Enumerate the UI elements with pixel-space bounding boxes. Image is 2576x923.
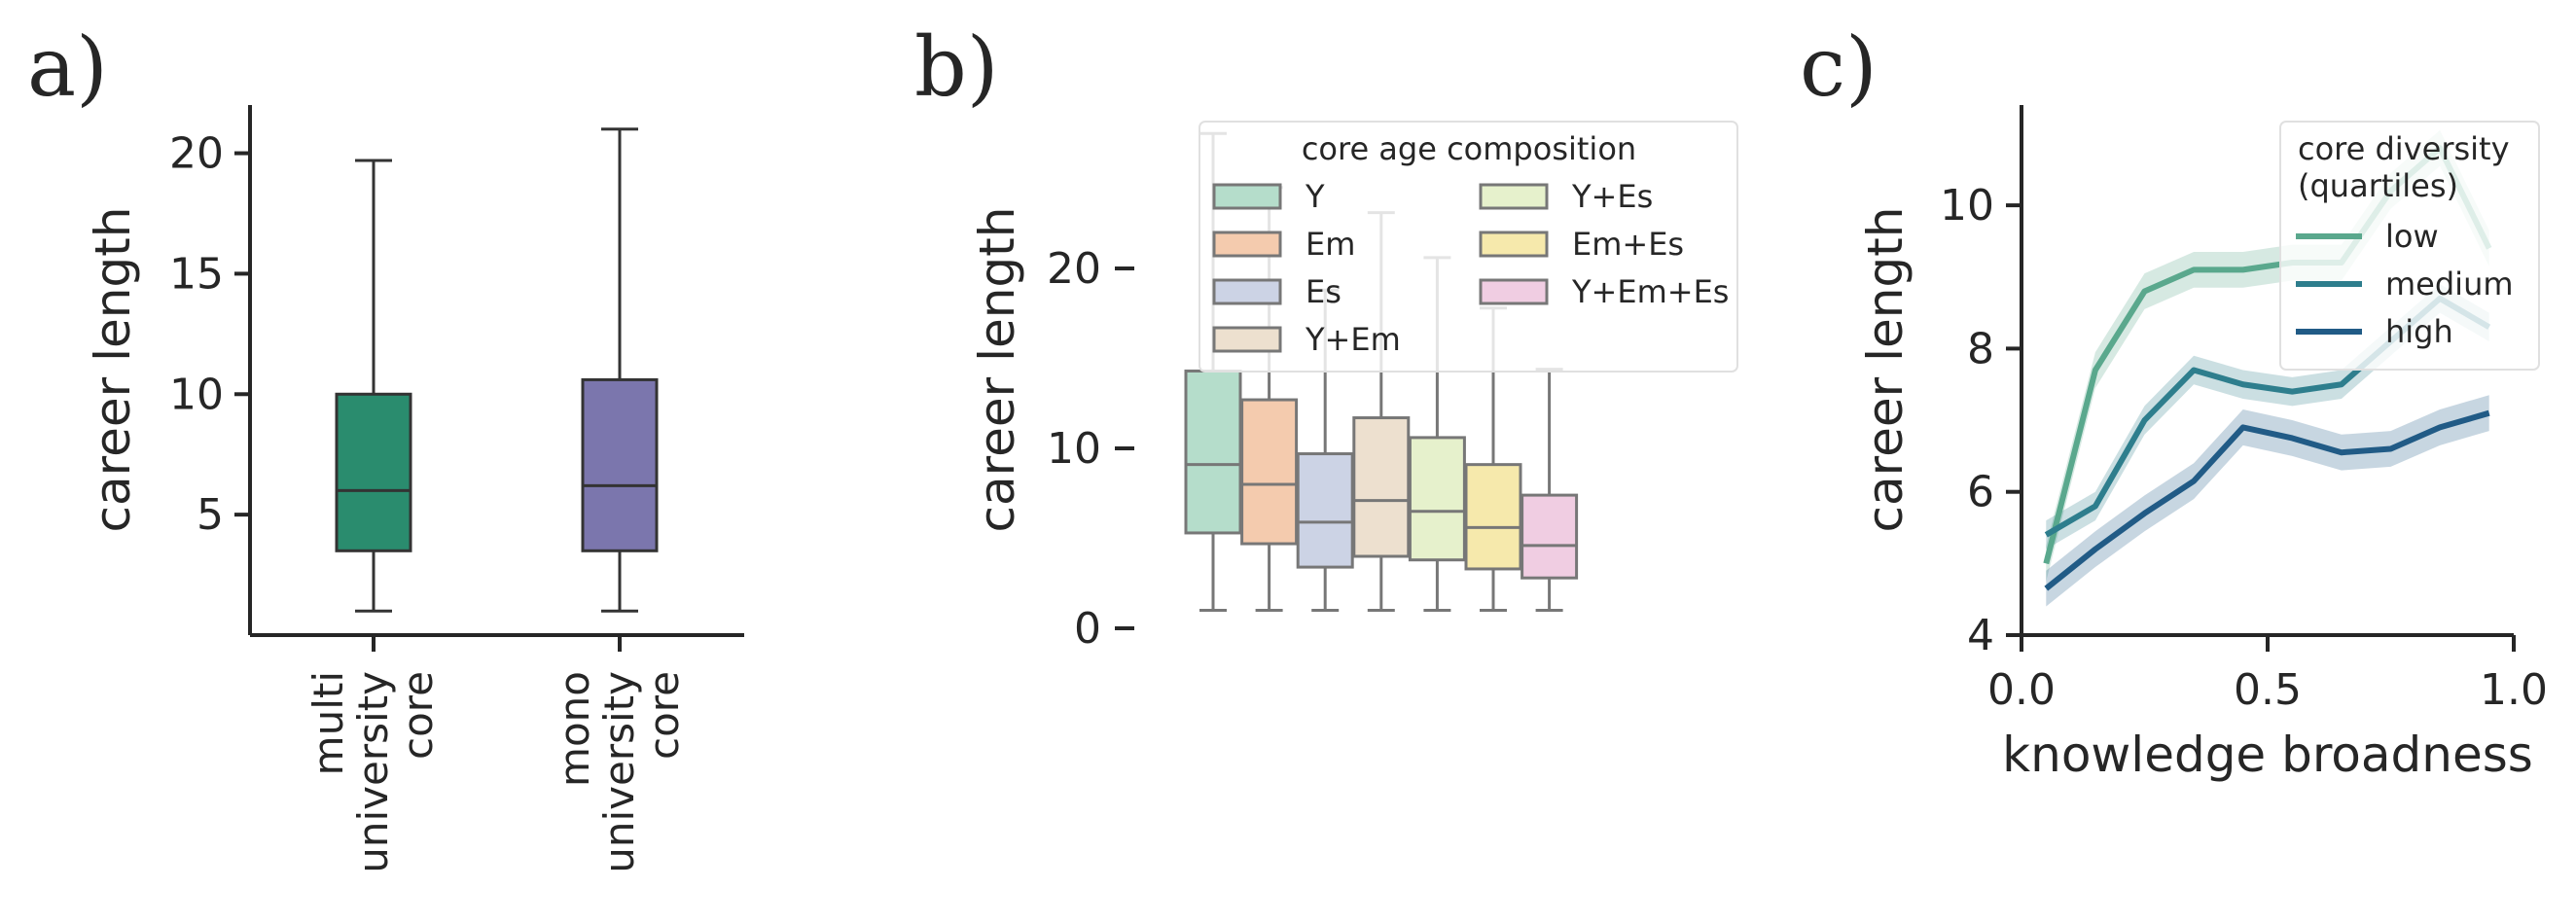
box-y-em	[1352, 416, 1411, 558]
x-tick-label-line: multi	[304, 671, 352, 775]
y-tick-label: 6	[1967, 468, 1994, 517]
legend-entry-label: Y	[1305, 178, 1325, 215]
panel-b: b) 0 10 20 career length core age composit…	[914, 19, 1738, 654]
box-y	[1184, 369, 1242, 535]
panel-c-legend-title: core diversity (quartiles)	[2298, 130, 2510, 204]
x-tick-label: 0.5	[2234, 665, 2302, 715]
panel-a-boxes	[335, 127, 659, 613]
panel-b-legend-title: core age composition	[1302, 130, 1636, 167]
x-tick-label: 0.0	[1987, 665, 2056, 715]
legend-entry-label: Es	[1306, 273, 1342, 310]
x-tick-label-line: university	[349, 671, 397, 873]
line-high	[2044, 409, 2490, 591]
panel-a-y-label: career length	[85, 207, 141, 533]
panel-c-y-label: career length	[1857, 207, 1914, 533]
box-em-es	[1464, 463, 1522, 571]
x-tick-label-line: university	[595, 671, 643, 873]
panel-b-boxes	[1184, 131, 1579, 612]
legend-title-line: core diversity	[2298, 130, 2510, 167]
y-tick-label: 8	[1967, 324, 1994, 373]
legend-entry-label: medium	[2385, 266, 2514, 302]
x-tick-label-line: mono	[551, 671, 598, 787]
band-high	[2046, 395, 2489, 607]
panel-c-label: c)	[1800, 19, 1878, 115]
panel-c-legend-items: low medium high	[2296, 218, 2514, 350]
box-y-es	[1408, 436, 1466, 562]
y-tick-label: 5	[197, 490, 224, 540]
panel-c-y-ticks: 4 6 8 10	[1940, 181, 2021, 660]
panel-c-x-ticks: 0.0 0.5 1.0	[1987, 635, 2548, 715]
panel-c-legend: core diversity (quartiles) low medium high	[2279, 121, 2540, 371]
panel-b-legend: core age composition YEmEsY+EmY+EsEm+EsY…	[1199, 121, 1738, 373]
panel-a-y-ticks: 5 10 15 20	[169, 129, 250, 540]
panel-b-y-ticks: 0 10 20	[1047, 244, 1134, 654]
legend-title-line: (quartiles)	[2298, 167, 2458, 204]
legend-swatch	[1479, 278, 1549, 305]
panel-b-label: b)	[914, 19, 999, 115]
panel-c: c) 4 6 8 10 0.0 0.5 1.0 career length knowled…	[1800, 19, 2548, 783]
box	[335, 392, 412, 552]
y-tick-label: 15	[169, 249, 224, 299]
legend-entry-label: low	[2385, 218, 2439, 255]
box	[581, 377, 659, 552]
box-em	[1240, 398, 1299, 546]
legend-entry-label: Em	[1306, 226, 1355, 263]
y-tick-label: 20	[1047, 244, 1101, 294]
y-tick-label: 4	[1967, 611, 1994, 660]
y-tick-label: 10	[1940, 181, 1994, 231]
x-tick-label-line: core	[394, 671, 442, 760]
panel-b-y-label: career length	[969, 207, 1025, 533]
legend-entry-label: high	[2385, 313, 2453, 350]
x-tick-label-line: core	[640, 671, 688, 760]
x-tick-label: 1.0	[2480, 665, 2548, 715]
panel-c-x-label: knowledge broadness	[2002, 727, 2533, 783]
legend-swatch	[1479, 231, 1549, 258]
panel-b-legend-frame	[1199, 121, 1738, 373]
legend-swatch	[1212, 231, 1282, 258]
y-tick-label: 0	[1074, 604, 1101, 654]
y-tick-label: 20	[169, 129, 224, 179]
legend-swatch	[1212, 278, 1282, 305]
panel-b-legend-items: Y Em Es Y+Em Y+Es Em+Es Y+Em+Es	[1212, 178, 1729, 358]
panel-c-legend-frame	[2279, 121, 2540, 371]
box-es	[1296, 452, 1354, 569]
y-tick-label: 10	[1047, 424, 1101, 474]
legend-swatch	[1212, 326, 1282, 353]
legend-swatch	[1212, 183, 1282, 210]
legend-entry-label: Y+Es	[1571, 178, 1653, 215]
panel-a-label: a)	[27, 19, 108, 115]
legend-entry-label: Y+Em+Es	[1571, 273, 1729, 310]
legend-swatch	[1479, 183, 1549, 210]
box-y-em-es	[1521, 493, 1579, 580]
legend-entry-label: Y+Em	[1305, 321, 1401, 358]
y-tick-label: 10	[169, 370, 224, 419]
legend-entry-label: Em+Es	[1572, 226, 1684, 263]
